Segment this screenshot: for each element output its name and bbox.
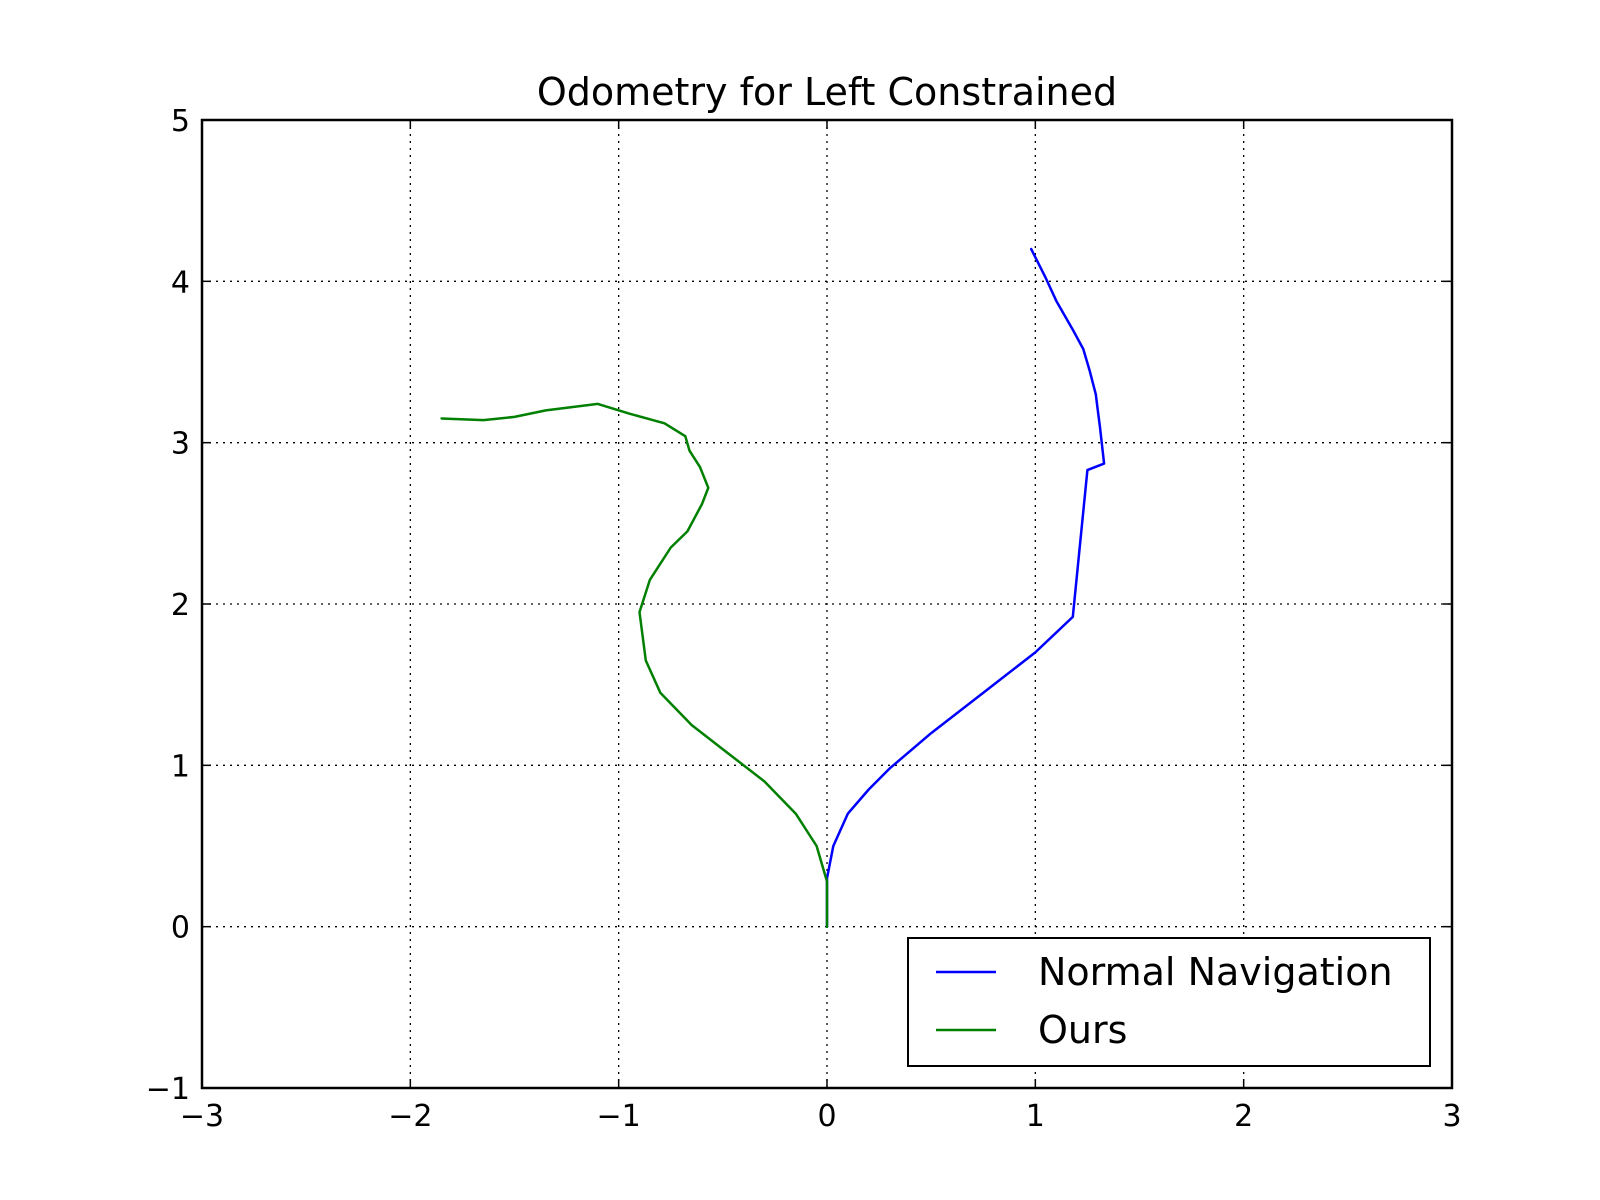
series-lines bbox=[440, 247, 1106, 928]
x-tick-label: 2 bbox=[1234, 1099, 1253, 1134]
legend-box bbox=[907, 937, 1431, 1067]
y-tick-label: −1 bbox=[146, 1072, 190, 1107]
y-tick-label: 4 bbox=[171, 265, 190, 300]
grid bbox=[202, 120, 1452, 1088]
legend: Normal Navigation Ours bbox=[907, 937, 1431, 1067]
x-tick-label: −1 bbox=[597, 1099, 641, 1134]
y-tick-label: 5 bbox=[171, 104, 190, 139]
y-tick-label: 1 bbox=[171, 749, 190, 784]
legend-label: Normal Navigation bbox=[1038, 950, 1393, 994]
x-tick-label: −2 bbox=[388, 1099, 432, 1134]
series-line-normal-navigation bbox=[825, 247, 1106, 928]
series-line-ours bbox=[440, 402, 829, 928]
chart-title: Odometry for Left Constrained bbox=[537, 70, 1117, 114]
x-tick-label: 3 bbox=[1442, 1099, 1461, 1134]
x-tick-label: 0 bbox=[817, 1099, 836, 1134]
y-tick-label: 2 bbox=[171, 588, 190, 623]
y-tick-label: 3 bbox=[171, 427, 190, 462]
x-tick-label: 1 bbox=[1026, 1099, 1045, 1134]
x-tick-label: −3 bbox=[180, 1099, 224, 1134]
y-tick-label: 0 bbox=[171, 911, 190, 946]
legend-label: Ours bbox=[1038, 1008, 1127, 1052]
axis-ticks: −3 −2 −1 0 1 2 3 −1 0 1 2 3 4 5 bbox=[146, 104, 1462, 1134]
